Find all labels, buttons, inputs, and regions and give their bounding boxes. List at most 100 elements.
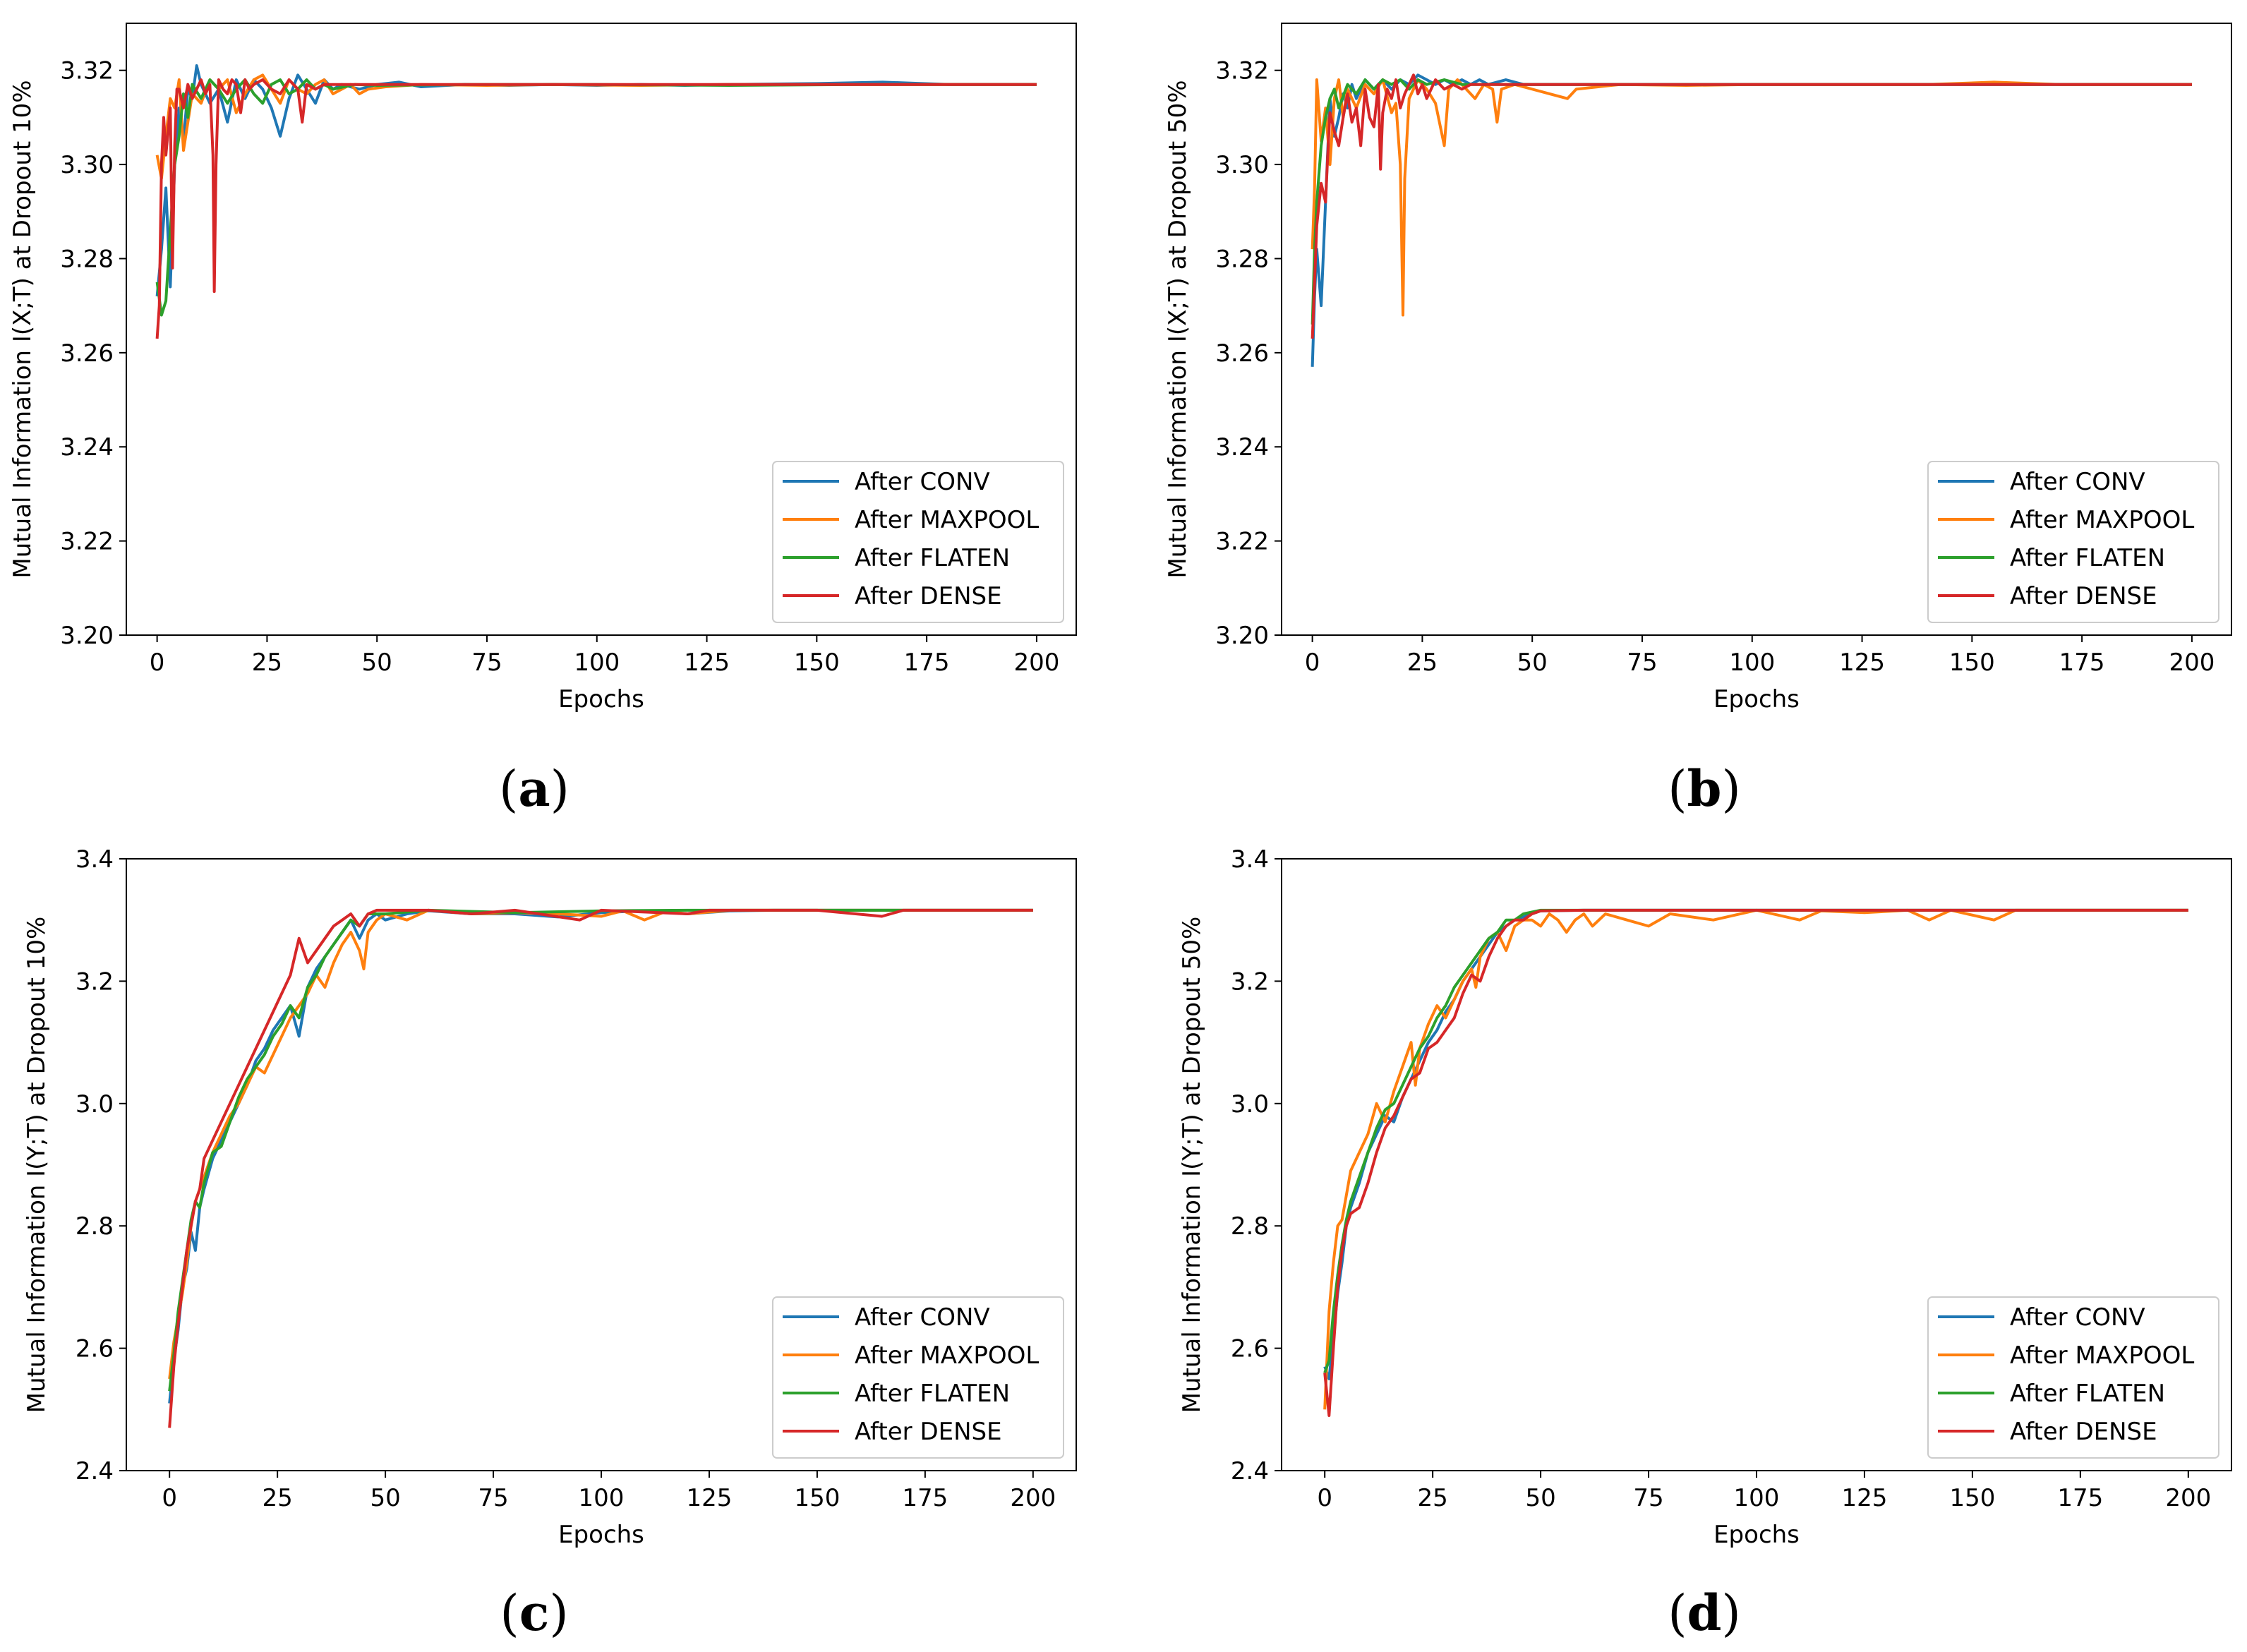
y-tick-label: 3.20 [1215,622,1269,650]
y-tick-label: 3.22 [60,528,114,556]
x-tick-label: 75 [1633,1484,1663,1512]
y-tick-label: 3.32 [1215,57,1269,85]
x-axis-label: Epochs [1713,685,1800,713]
y-tick-label: 3.0 [76,1090,114,1119]
y-tick-label: 3.2 [76,967,114,996]
x-tick-label: 75 [478,1484,508,1512]
y-tick-label: 3.24 [1215,433,1269,462]
y-tick-label: 2.4 [1231,1457,1269,1485]
x-tick-label: 25 [1418,1484,1448,1512]
x-tick-label: 125 [1842,1484,1888,1512]
series-line-after-conv [1311,73,2192,367]
y-tick-label: 2.8 [76,1212,114,1241]
x-tick-label: 0 [1305,649,1320,677]
x-tick-label: 200 [2165,1484,2211,1512]
x-tick-label: 50 [1517,649,1548,677]
y-tick-label: 3.24 [60,433,114,462]
x-tick-label: 50 [370,1484,400,1512]
axes-frame [1281,23,2232,636]
y-tick-label: 3.20 [60,622,114,650]
legend-entry: After CONV [855,1303,990,1332]
y-tick-label: 3.28 [1215,245,1269,273]
panel-b: 0 25 50 75 100 125 150 175 200 3.20 3.22 3.24 3.26 3.… [1164,23,2232,713]
x-tick-label: 75 [1627,649,1657,677]
y-tick-label: 3.4 [1231,845,1269,874]
x-axis-label: Epochs [558,685,644,713]
y-tick-label: 2.6 [76,1335,114,1363]
series-line-after-flaten [1311,78,2192,325]
legend-frame [772,1296,1064,1459]
y-tick-label: 3.2 [1231,967,1269,996]
y-axis-label: Mutual Information I(X;T) at Dropout 50% [1164,80,1192,578]
x-tick-label: 0 [1317,1484,1332,1512]
y-axis-label: Mutual Information I(Y;T) at Dropout 50% [1178,917,1206,1413]
series-line-after-dense [155,78,1037,339]
y-tick-label: 3.30 [1215,151,1269,179]
x-tick-label: 25 [263,1484,293,1512]
series-group [1323,908,2188,1417]
x-tick-label: 150 [794,1484,840,1512]
legend-entry: After CONV [2010,1303,2145,1332]
legend-entry: After MAXPOOL [855,506,1039,534]
x-tick-label: 150 [1949,649,1995,677]
legend: After CONV After MAXPOOL After FLATEN After… [1927,1296,2219,1459]
y-tick-label: 3.30 [60,151,114,179]
series-line-after-dense [1311,73,2192,339]
legend-entry: After MAXPOOL [2010,1342,2194,1370]
panel-label-b: (b) [1668,759,1741,818]
y-tick-label: 3.26 [60,339,114,368]
y-tick-label: 3.28 [60,245,114,273]
x-tick-label: 200 [1013,649,1059,677]
series-line-after-maxpool [1323,908,2188,1410]
panel-label-c: (c) [500,1584,568,1642]
x-tick-label: 100 [574,649,620,677]
y-axis-label: Mutual Information I(Y;T) at Dropout 10% [23,917,51,1413]
legend-entry: After DENSE [855,1418,1002,1446]
axes-frame [126,23,1077,636]
y-tick-label: 2.8 [1231,1212,1269,1241]
y-tick-label: 3.22 [1215,528,1269,556]
x-tick-label: 25 [1407,649,1438,677]
x-tick-label: 150 [1949,1484,1995,1512]
legend-entry: After CONV [855,468,990,496]
x-tick-label: 175 [902,1484,948,1512]
legend-entry: After MAXPOOL [855,1342,1039,1370]
legend-entry: After FLATEN [855,1380,1010,1408]
legend: After CONV After MAXPOOL After FLATEN After… [772,1296,1064,1459]
x-tick-label: 100 [579,1484,625,1512]
x-tick-label: 0 [162,1484,177,1512]
x-tick-label: 150 [794,649,840,677]
series-line-after-dense [1323,908,2188,1417]
y-axis-label: Mutual Information I(X;T) at Dropout 10% [8,80,37,578]
y-tick-label: 3.4 [76,845,114,874]
legend-entry: After FLATEN [855,544,1010,572]
y-tick-label: 3.32 [60,57,114,85]
x-tick-label: 125 [1839,649,1885,677]
x-tick-label: 200 [2169,649,2215,677]
legend: After CONV After MAXPOOL After FLATEN After… [1927,461,2219,623]
x-tick-label: 175 [2057,1484,2103,1512]
x-tick-label: 75 [471,649,502,677]
x-tick-label: 125 [684,649,730,677]
y-tick-label: 3.0 [1231,1090,1269,1119]
legend-entry: After MAXPOOL [2010,506,2194,534]
legend-entry: After FLATEN [2010,1380,2165,1408]
x-tick-label: 100 [1729,649,1775,677]
x-tick-label: 100 [1734,1484,1780,1512]
panel-label-d: (d) [1668,1584,1741,1642]
legend-entry: After CONV [2010,468,2145,496]
x-tick-label: 50 [362,649,392,677]
panel-label-a: (a) [499,759,570,818]
y-tick-label: 2.6 [1231,1335,1269,1363]
y-tick-label: 2.4 [76,1457,114,1485]
series-line-after-maxpool [155,73,1037,181]
legend-frame [772,461,1064,623]
y-tick-label: 3.26 [1215,339,1269,368]
series-line-after-flaten [155,78,1037,317]
x-tick-label: 175 [904,649,950,677]
x-tick-label: 175 [2059,649,2105,677]
legend-entry: After FLATEN [2010,544,2165,572]
x-tick-label: 125 [687,1484,733,1512]
x-axis-label: Epochs [1713,1521,1800,1549]
